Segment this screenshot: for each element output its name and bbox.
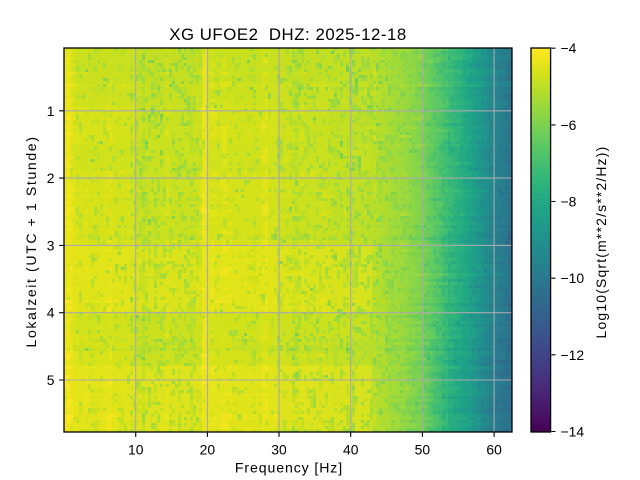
svg-text:−10: −10 [561, 270, 585, 286]
svg-text:−14: −14 [561, 424, 585, 440]
svg-text:2: 2 [47, 170, 55, 186]
svg-text:−12: −12 [561, 347, 585, 363]
svg-text:40: 40 [343, 441, 359, 457]
svg-text:10: 10 [128, 441, 144, 457]
svg-text:−4: −4 [561, 40, 577, 56]
svg-text:60: 60 [486, 441, 502, 457]
svg-text:XG UFOE2 DHZ: 2025-12-18: XG UFOE2 DHZ: 2025-12-18 [169, 25, 407, 44]
svg-text:Log10(Sqrt(m**2/s**2/Hz)): Log10(Sqrt(m**2/s**2/Hz)) [593, 146, 609, 339]
svg-text:20: 20 [200, 441, 216, 457]
svg-text:−8: −8 [561, 194, 577, 210]
svg-text:Lokalzeit (UTC + 1 Stunde): Lokalzeit (UTC + 1 Stunde) [23, 136, 39, 348]
svg-text:Frequency [Hz]: Frequency [Hz] [235, 459, 343, 475]
svg-text:5: 5 [47, 372, 55, 388]
svg-text:4: 4 [47, 305, 55, 321]
svg-text:30: 30 [271, 441, 287, 457]
svg-text:−6: −6 [561, 117, 577, 133]
svg-text:50: 50 [415, 441, 431, 457]
svg-text:1: 1 [47, 103, 55, 119]
svg-text:3: 3 [47, 237, 55, 253]
